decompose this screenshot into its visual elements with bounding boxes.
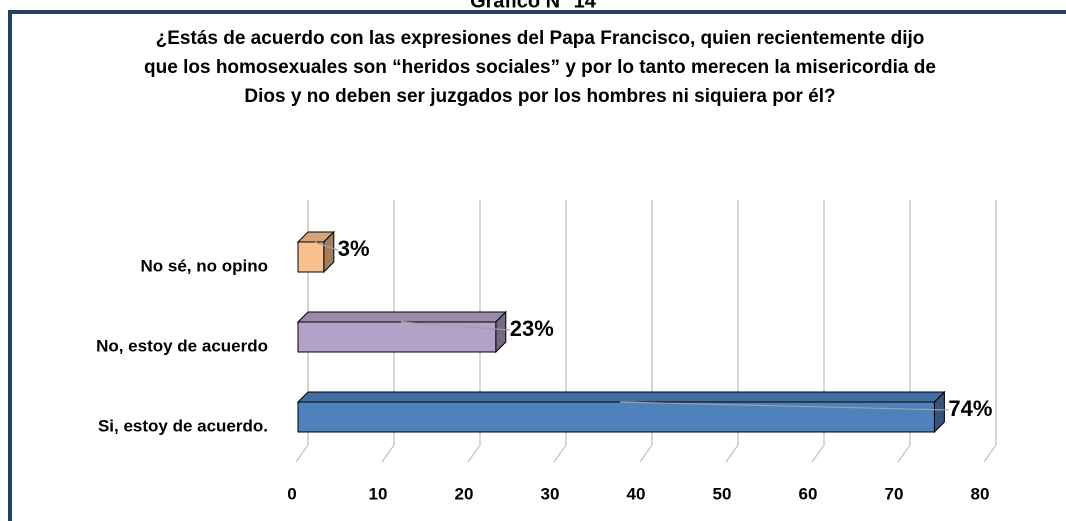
chart-heading: Gráfico N° 14: [470, 0, 597, 12]
leader-line: [314, 241, 338, 251]
bar-top: [296, 391, 946, 403]
y-tick-label: No sé, no opino: [141, 256, 269, 275]
y-tick-label: No, estoy de acuerdo: [96, 336, 268, 355]
leader-line: [400, 321, 510, 331]
leader-line: [620, 401, 949, 411]
grid-floor-line: [725, 444, 739, 463]
x-tick-label: 50: [713, 484, 732, 503]
x-tick-label: 80: [971, 484, 990, 503]
x-tick-label: 10: [369, 484, 388, 503]
x-tick-label: 20: [455, 484, 474, 503]
x-tick-label: 60: [799, 484, 818, 503]
chart-title: ¿Estás de acuerdo con las expresiones de…: [144, 28, 936, 107]
grid-floor-line: [897, 444, 911, 463]
bar: [297, 241, 325, 273]
grid-floor-line: [381, 444, 395, 463]
value-label: 74%: [948, 396, 992, 421]
bar: [297, 401, 935, 433]
grid-floor-line: [639, 444, 653, 463]
value-label: 23%: [510, 316, 554, 341]
value-label: 3%: [338, 236, 370, 261]
grid-floor-line: [553, 444, 567, 463]
grid-floor-line: [467, 444, 481, 463]
x-tick-label: 70: [885, 484, 904, 503]
bar-top: [296, 311, 508, 323]
x-tick-label: 40: [627, 484, 646, 503]
chart-frame: [8, 10, 1066, 521]
title-box: ¿Estás de acuerdo con las expresiones de…: [144, 28, 936, 107]
grid-floor-line: [983, 444, 997, 463]
grid-floor-line: [295, 444, 309, 463]
x-tick-label: 0: [287, 484, 296, 503]
x-tick-label: 30: [541, 484, 560, 503]
y-tick-label: Si, estoy de acuerdo.: [98, 416, 268, 435]
grid-floor-line: [811, 444, 825, 463]
